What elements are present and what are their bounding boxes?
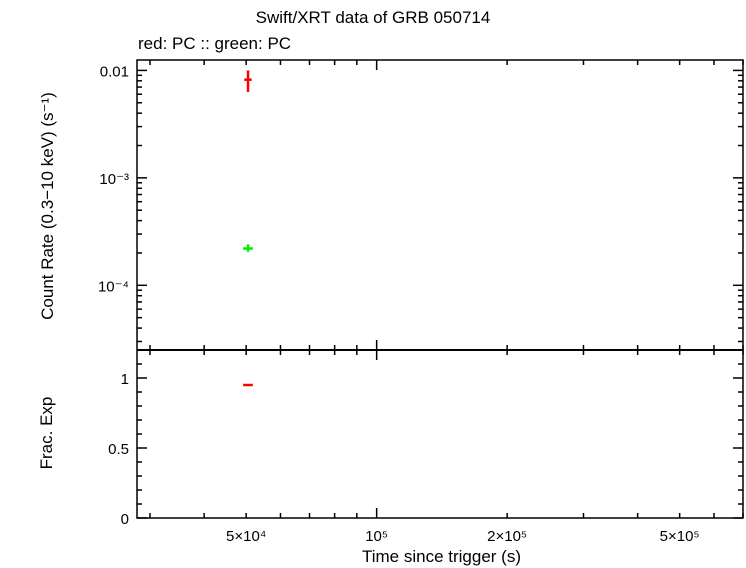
chart-subtitle: red: PC :: green: PC	[138, 34, 292, 53]
data-point	[244, 70, 252, 92]
y-tick-label: 1	[121, 371, 129, 388]
y-tick-label: 0.01	[100, 63, 129, 80]
top-y-axis-label: Count Rate (0.3−10 keV) (s⁻¹)	[38, 92, 57, 320]
x-tick-label: 2×10⁵	[487, 528, 527, 545]
x-tick-label: 10⁵	[365, 528, 388, 545]
y-tick-label: 10⁻⁴	[98, 278, 129, 295]
plot-frame	[136, 59, 744, 519]
x-axis-label: Time since trigger (s)	[361, 547, 521, 566]
x-tick-label: 5×10⁴	[226, 528, 266, 545]
y-tick-label: 10⁻³	[99, 171, 129, 188]
y-tick-label: 0.5	[108, 441, 129, 458]
y-tick-label: 0	[121, 511, 129, 528]
data-point	[243, 244, 253, 252]
chart-title: Swift/XRT data of GRB 050714	[255, 8, 491, 27]
bottom-y-axis-label: Frac. Exp	[37, 396, 56, 470]
x-tick-label: 5×10⁵	[660, 528, 700, 545]
